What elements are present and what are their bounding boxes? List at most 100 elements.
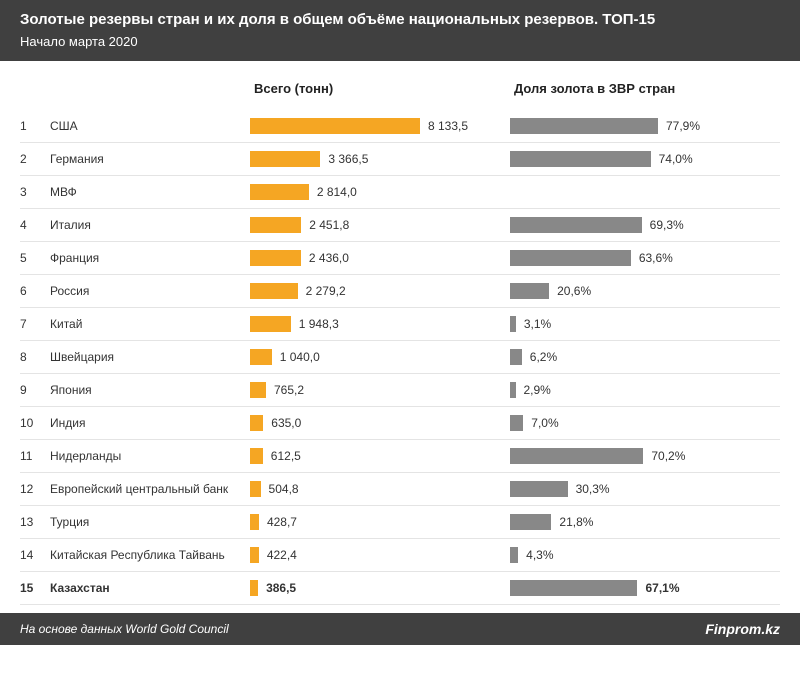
share-bar [510,118,658,134]
share-label: 20,6% [557,284,591,298]
country-cell: Швейцария [50,350,250,364]
country-cell: Казахстан [50,581,250,595]
rank-cell: 15 [20,581,50,595]
share-cell: 3,1% [510,316,760,332]
rank-cell: 8 [20,350,50,364]
country-cell: Китайская Республика Тайвань [50,548,250,562]
share-bar [510,151,651,167]
share-label: 69,3% [650,218,684,232]
country-cell: Нидерланды [50,449,250,463]
share-cell: 7,0% [510,415,760,431]
share-bar [510,349,522,365]
tons-label: 8 133,5 [428,119,468,133]
share-cell: 21,8% [510,514,760,530]
rank-cell: 9 [20,383,50,397]
share-label: 6,2% [530,350,557,364]
tons-cell: 504,8 [250,481,510,497]
table-row: 7Китай 1 948,3 3,1% [20,308,780,341]
country-cell: Турция [50,515,250,529]
share-label: 4,3% [526,548,553,562]
chart-header: Золотые резервы стран и их доля в общем … [0,0,800,61]
tons-label: 504,8 [269,482,299,496]
share-bar [510,283,549,299]
tons-cell: 422,4 [250,547,510,563]
table-row: 8Швейцария 1 040,0 6,2% [20,341,780,374]
column-header-tons: Всего (тонн) [250,81,510,96]
tons-label: 386,5 [266,581,296,595]
share-cell: 69,3% [510,217,760,233]
share-label: 74,0% [659,152,693,166]
rank-cell: 13 [20,515,50,529]
table-row: 2Германия3 366,574,0% [20,143,780,176]
column-headers: Всего (тонн) Доля золота в ЗВР стран [20,81,780,96]
share-label: 63,6% [639,251,673,265]
tons-label: 1 040,0 [280,350,320,364]
rank-cell: 14 [20,548,50,562]
tons-label: 2 279,2 [306,284,346,298]
chart-body: Всего (тонн) Доля золота в ЗВР стран 1СШ… [0,61,800,613]
tons-cell: 612,5 [250,448,510,464]
footer-brand: Finprom.kz [705,621,780,637]
table-row: 6Россия2 279,220,6% [20,275,780,308]
chart-title: Золотые резервы стран и их доля в общем … [20,10,780,30]
tons-cell: 428,7 [250,514,510,530]
rank-cell: 7 [20,317,50,331]
share-cell: 70,2% [510,448,760,464]
share-cell: 63,6% [510,250,760,266]
country-cell: Италия [50,218,250,232]
tons-label: 1 948,3 [299,317,339,331]
country-cell: Индия [50,416,250,430]
footer-source: На основе данных World Gold Council [20,622,229,636]
table-row: 9Япония765,2 2,9% [20,374,780,407]
table-row: 3МВФ2 814,0 [20,176,780,209]
country-cell: Германия [50,152,250,166]
chart-subtitle: Начало марта 2020 [20,34,780,49]
tons-cell: 2 451,8 [250,217,510,233]
rank-cell: 5 [20,251,50,265]
share-cell: 2,9% [510,382,760,398]
country-cell: Россия [50,284,250,298]
rank-cell: 10 [20,416,50,430]
share-cell: 20,6% [510,283,760,299]
chart-footer: На основе данных World Gold Council Finp… [0,613,800,645]
country-cell: Европейский центральный банк [50,482,250,496]
share-cell: 77,9% [510,118,760,134]
tons-cell: 765,2 [250,382,510,398]
tons-cell: 2 436,0 [250,250,510,266]
tons-cell: 1 040,0 [250,349,510,365]
tons-bar [250,382,266,398]
share-label: 30,3% [576,482,610,496]
tons-bar [250,481,261,497]
country-cell: США [50,119,250,133]
share-bar [510,250,631,266]
share-label: 7,0% [531,416,558,430]
tons-bar [250,184,309,200]
share-label: 21,8% [559,515,593,529]
tons-cell: 2 814,0 [250,184,510,200]
share-bar [510,382,516,398]
tons-label: 422,4 [267,548,297,562]
chart-rows: 1США8 133,577,9%2Германия3 366,574,0%3МВ… [20,110,780,605]
tons-cell: 8 133,5 [250,118,510,134]
tons-cell: 635,0 [250,415,510,431]
share-cell: 4,3% [510,547,760,563]
country-cell: Япония [50,383,250,397]
country-cell: Китай [50,317,250,331]
share-bar [510,481,568,497]
share-bar [510,514,551,530]
country-cell: Франция [50,251,250,265]
share-bar [510,547,518,563]
tons-cell: 386,5 [250,580,510,596]
table-row: 11Нидерланды612,570,2% [20,440,780,473]
tons-cell: 2 279,2 [250,283,510,299]
tons-bar [250,151,320,167]
share-bar [510,217,642,233]
tons-cell: 1 948,3 [250,316,510,332]
tons-bar [250,514,259,530]
tons-label: 3 366,5 [328,152,368,166]
tons-bar [250,250,301,266]
share-cell: 6,2% [510,349,760,365]
share-label: 2,9% [524,383,551,397]
share-label: 70,2% [651,449,685,463]
table-row: 4Италия2 451,869,3% [20,209,780,242]
